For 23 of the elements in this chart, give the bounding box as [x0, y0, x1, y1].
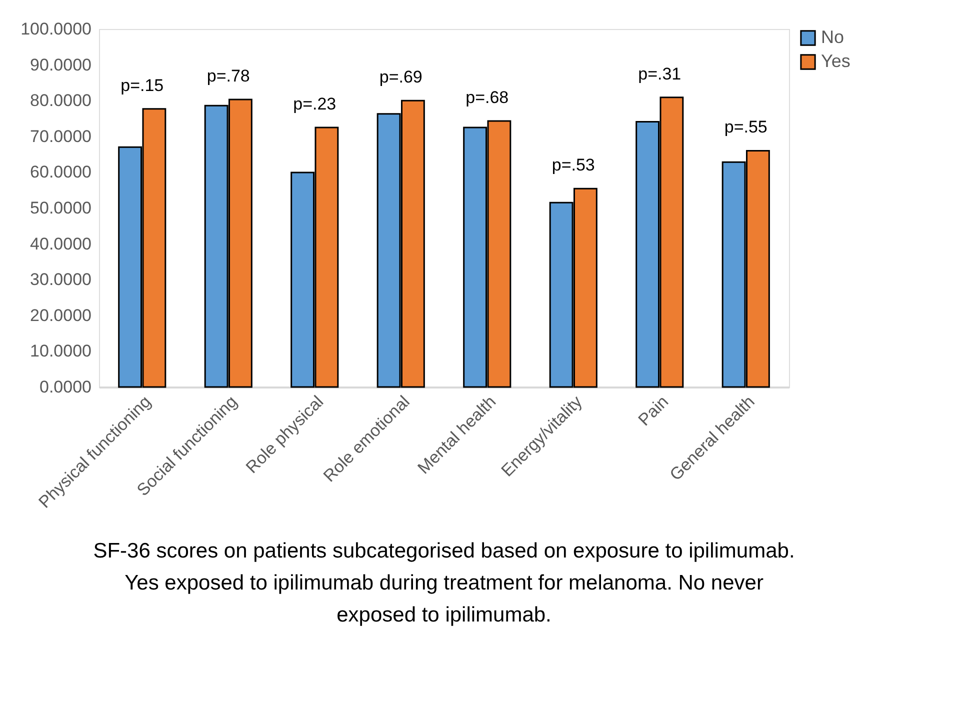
annotation: p=.69: [379, 68, 422, 87]
legend-label: No: [821, 27, 844, 47]
annotation: p=.15: [120, 76, 164, 95]
y-tick-label: 10.0000: [30, 342, 92, 361]
annotation: p=.53: [552, 156, 595, 175]
annotation: p=.23: [293, 94, 336, 114]
y-tick-label: 50.0000: [30, 198, 92, 218]
y-tick-label: 70.0000: [30, 126, 92, 146]
annotation: p=.31: [638, 64, 682, 84]
annotation: p=.68: [466, 88, 509, 108]
legend-label: Yes: [821, 51, 850, 71]
y-tick-label: 30.0000: [30, 270, 92, 290]
annotation: p=.78: [206, 66, 250, 86]
x-tick-label: Pain: [634, 392, 672, 430]
y-tick-label: 100.0000: [20, 20, 92, 38]
y-tick-label: 80.0000: [30, 91, 92, 110]
y-tick-label: 0.0000: [40, 378, 92, 396]
text: SF-36 scores on patients subcategorised based on exposure to ipilimumab. Yes exposed to ipilimumab during treatment for melanoma. No never exposed to ipilimumab.: [93, 540, 795, 627]
y-tick-label: 20.0000: [30, 306, 92, 325]
y-tick-label: 90.0000: [30, 55, 92, 74]
y-tick-label: 60.0000: [30, 162, 92, 182]
annotation: p=.55: [724, 118, 768, 137]
y-tick-label: 40.0000: [30, 234, 92, 254]
